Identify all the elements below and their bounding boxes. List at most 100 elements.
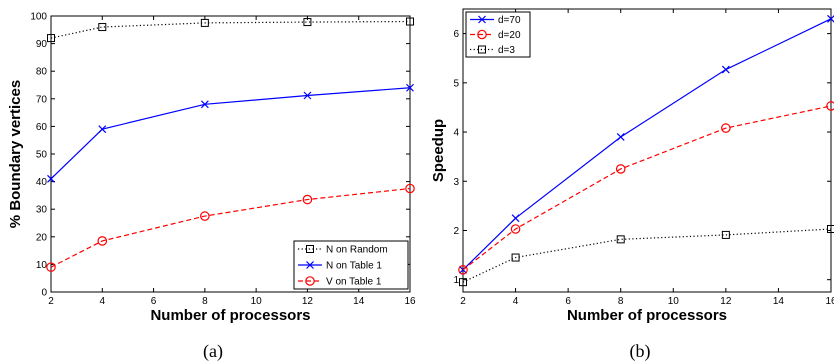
marker-stroke	[303, 91, 312, 100]
y-tick-label: 60	[36, 122, 48, 133]
series-d-20	[458, 101, 834, 275]
legend-label: N on Table 1	[326, 261, 382, 272]
series-d-3	[459, 225, 834, 287]
legend-entry: N on Table 1	[298, 261, 382, 272]
y-tick-label: 1	[453, 275, 459, 286]
marker-stroke	[616, 133, 625, 141]
legend-entry: d=3	[470, 45, 515, 56]
series-n-on-table-1	[47, 83, 414, 183]
data-point	[405, 183, 415, 194]
marker-stroke	[47, 174, 55, 183]
x-tick-label: 16	[825, 296, 834, 307]
y-tick-label: 50	[36, 150, 48, 161]
y-tick-label: 30	[36, 205, 48, 216]
legend-entry: d=20	[470, 29, 521, 41]
series-n-on-random	[47, 17, 414, 43]
y-tick-label: 4	[453, 128, 459, 139]
x-tick-label: 4	[100, 296, 106, 307]
legend-entry: N on Random	[298, 245, 388, 256]
legend-label: V on Table 1	[326, 277, 382, 288]
data-point	[615, 164, 626, 174]
marker-stroke	[306, 261, 314, 269]
legend-marker	[477, 29, 487, 40]
y-tick-label: 70	[36, 94, 48, 105]
data-point	[510, 224, 521, 234]
data-point	[616, 235, 625, 244]
data-point	[721, 230, 730, 239]
legend: N on Random N on Table 1 V on Table 1	[293, 240, 409, 290]
y-tick-label: 0	[41, 288, 47, 299]
series-v-on-table-1	[46, 183, 415, 272]
x-axis-label: Number of processors	[567, 307, 727, 324]
x-tick-label: 16	[404, 296, 416, 307]
data-point	[511, 253, 520, 262]
panel-caption: (a)	[203, 341, 223, 362]
data-point	[200, 211, 210, 221]
y-axis-label: Speedup	[430, 119, 447, 182]
y-axis-label: % Boundary vertices	[7, 80, 24, 228]
legend-marker	[306, 261, 314, 269]
marker-stroke	[406, 83, 414, 92]
data-point	[721, 123, 731, 133]
marker-stroke	[200, 100, 209, 109]
data-point	[97, 236, 108, 246]
x-tick-label: 8	[202, 296, 208, 307]
data-point	[46, 262, 56, 272]
legend-marker	[305, 276, 315, 286]
data-point	[98, 23, 107, 32]
y-tick-label: 80	[36, 67, 48, 78]
y-tick-label: 6	[453, 29, 459, 40]
legend-entry: d=70	[470, 15, 521, 26]
legend-marker	[478, 15, 486, 24]
y-tick-label: 20	[36, 232, 48, 243]
data-point	[200, 100, 209, 109]
x-tick-label: 14	[773, 296, 785, 307]
y-tick-label: 40	[36, 177, 48, 188]
x-tick-label: 12	[720, 296, 732, 307]
data-point	[826, 101, 834, 111]
data-point	[98, 125, 107, 134]
data-point	[721, 65, 730, 74]
x-tick-label: 10	[251, 296, 263, 307]
data-point	[459, 278, 467, 287]
y-tick-label: 5	[453, 78, 459, 89]
series-line	[462, 105, 832, 271]
marker-stroke	[827, 14, 834, 23]
data-point	[302, 194, 313, 205]
legend: d=70 d=20 d=3	[465, 11, 531, 58]
legend-entry: V on Table 1	[298, 276, 382, 288]
marker-stroke	[478, 15, 486, 24]
marker-stroke	[721, 65, 730, 74]
x-axis-label: Number of processors	[150, 307, 310, 324]
series-line	[50, 87, 411, 180]
y-tick-label: 100	[30, 12, 47, 23]
panel-caption: (b)	[630, 341, 651, 362]
data-point	[47, 174, 55, 183]
x-tick-label: 10	[668, 296, 680, 307]
data-point	[458, 265, 468, 275]
legend-label: d=70	[498, 15, 521, 26]
series-line	[462, 228, 832, 283]
legend-label: N on Random	[326, 245, 388, 256]
y-tick-label: 2	[453, 226, 459, 237]
series-line	[50, 20, 411, 39]
data-point	[511, 214, 520, 223]
marker-stroke	[511, 214, 520, 223]
data-point	[616, 133, 625, 141]
data-point	[406, 83, 414, 92]
data-point	[303, 18, 312, 27]
data-point	[303, 91, 312, 100]
x-tick-label: 14	[353, 296, 365, 307]
legend-marker	[478, 45, 486, 54]
data-point	[827, 225, 834, 234]
y-tick-label: 90	[36, 39, 48, 50]
series-line	[50, 187, 411, 268]
legend-label: d=3	[498, 45, 515, 56]
marker-stroke	[98, 125, 107, 134]
data-point	[827, 14, 834, 23]
legend-marker	[306, 245, 314, 253]
x-tick-label: 8	[618, 296, 624, 307]
chart-panel-a: 2 4 6 8 10 12 14 16 0 10 20 30 40 50 60 70 80 90 100 Number…	[7, 12, 416, 363]
